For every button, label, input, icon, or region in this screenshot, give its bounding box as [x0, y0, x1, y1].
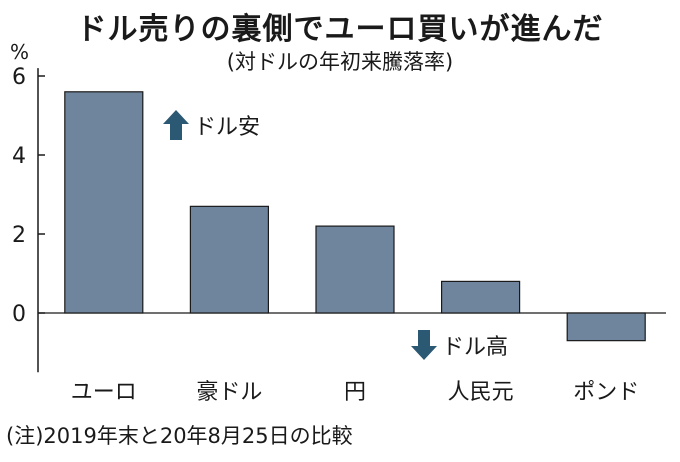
y-tick-label: 4	[12, 144, 26, 169]
category-label: 豪ドル	[196, 380, 262, 405]
annotation-dollar-weak: ドル安	[194, 115, 260, 140]
y-unit-label: %	[10, 40, 30, 64]
footnote: (注)2019年末と20年8月25日の比較	[6, 424, 353, 448]
annotation-dollar-strong: ドル高	[442, 335, 508, 360]
category-label: ユーロ	[71, 380, 137, 405]
bar	[566, 312, 646, 342]
arrow-down-icon	[411, 330, 437, 360]
bar	[64, 91, 144, 314]
bar	[441, 280, 521, 314]
bar	[315, 225, 395, 314]
y-tick-label: 0	[12, 302, 26, 327]
bar	[189, 205, 269, 314]
arrow-up-icon	[163, 110, 189, 140]
category-label: 円	[344, 380, 366, 405]
y-tick-label: 2	[12, 223, 26, 248]
arrow-up-shape	[163, 110, 189, 140]
y-tick-label: 6	[12, 65, 26, 90]
arrow-down-shape	[411, 330, 437, 360]
category-label: ポンド	[573, 380, 639, 405]
category-label: 人民元	[448, 380, 514, 405]
chart-subtitle: (対ドルの年初来騰落率)	[226, 50, 454, 74]
chart-title: ドル売りの裏側でユーロ買いが進んだ	[76, 12, 604, 47]
